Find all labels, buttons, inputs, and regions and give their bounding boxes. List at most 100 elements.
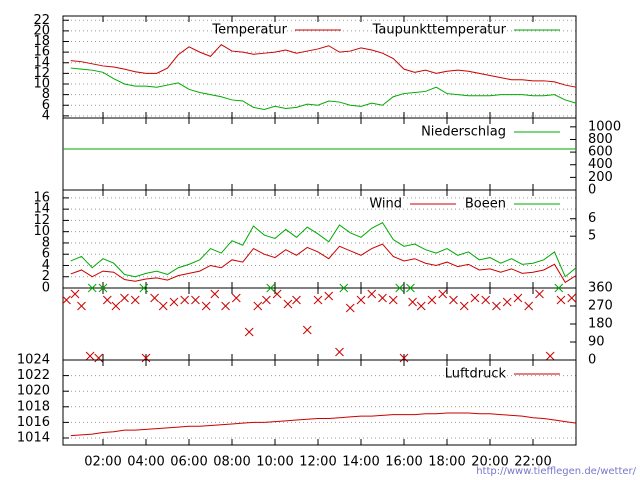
series-line (70, 222, 577, 278)
y-tick-label: 0 (42, 281, 50, 296)
scatter-marker (481, 295, 491, 305)
y-tick-label: 8 (42, 87, 50, 102)
x-tick-label: 20:00 (471, 455, 508, 470)
panel-frame (62, 359, 577, 446)
scatter-marker (399, 353, 409, 363)
scatter-marker (85, 351, 95, 361)
scatter-marker (395, 283, 405, 293)
y-tick-label: 4 (42, 108, 50, 123)
scatter-marker (141, 353, 151, 363)
x-tick-label: 14:00 (342, 455, 379, 470)
scatter-marker (283, 299, 293, 309)
scatter-marker (169, 297, 179, 307)
scatter-marker (459, 301, 469, 311)
scatter-marker (62, 295, 71, 305)
footer-url: http://www.tiefflegen.de/wetter/ (476, 466, 636, 477)
scatter-marker (378, 293, 387, 303)
y-tick-label: 6 (42, 98, 50, 113)
y-tick-label: 12 (33, 213, 50, 228)
scatter-marker (554, 283, 564, 293)
y-tick-label: 1022 (17, 368, 50, 383)
scatter-marker (335, 347, 344, 357)
series-line (70, 67, 577, 111)
y2-tick-label: 360 (588, 281, 613, 296)
y-tick-label: 2 (42, 269, 50, 284)
scatter-marker (221, 301, 230, 311)
y-tick-label: 8 (42, 235, 50, 250)
scatter-marker (470, 293, 480, 303)
scatter-marker (70, 289, 80, 299)
scatter-marker (324, 291, 334, 301)
scatter-marker (339, 283, 349, 293)
scatter-marker (244, 327, 254, 337)
scatter-marker (427, 295, 437, 305)
y-tick-label: 14 (33, 202, 50, 217)
y2-tick-label: 0 (588, 183, 596, 198)
scatter-marker (111, 301, 121, 311)
series-line (70, 243, 577, 284)
scatter-marker (87, 283, 97, 293)
scatter-marker (545, 351, 555, 361)
scatter-marker (408, 297, 417, 307)
scatter-marker (130, 295, 140, 305)
scatter-marker (210, 289, 220, 299)
y2-tick-label: 600 (588, 145, 613, 160)
scatter-marker (266, 283, 276, 293)
x-tick-label: 12:00 (299, 455, 336, 470)
scatter-marker (367, 289, 377, 299)
legend-label: Wind (369, 197, 402, 212)
x-tick-label: 02:00 (84, 455, 121, 470)
scatter-marker (150, 293, 159, 303)
scatter-marker (313, 295, 323, 305)
y2-tick-label: 5 (588, 229, 596, 244)
y2-tick-label: 800 (588, 132, 613, 147)
scatter-marker (388, 295, 398, 305)
legend-label: Taupunkttemperatur (372, 23, 507, 38)
x-tick-label: 08:00 (213, 455, 250, 470)
y-tick-label: 1018 (17, 399, 50, 414)
scatter-marker (120, 293, 129, 303)
scatter-marker (345, 303, 355, 313)
series-line (70, 412, 577, 437)
legend-label: Boeen (465, 197, 506, 212)
scatter-marker (492, 301, 501, 311)
scatter-marker (139, 283, 149, 293)
y-tick-label: 16 (33, 190, 50, 205)
y-tick-label: 1014 (17, 430, 50, 445)
x-tick-label: 04:00 (127, 455, 164, 470)
scatter-marker (253, 301, 263, 311)
y-tick-label: 1016 (17, 415, 50, 430)
scatter-marker (98, 283, 108, 293)
y-tick-label: 1024 (17, 353, 50, 368)
scatter-marker (535, 289, 544, 299)
y2-tick-label: 200 (588, 170, 613, 185)
x-tick-label: 06:00 (170, 455, 207, 470)
legend-label: Niederschlag (421, 125, 506, 140)
x-tick-label: 22:00 (514, 455, 551, 470)
y-tick-label: 12 (33, 66, 50, 81)
scatter-marker (180, 295, 190, 305)
legend-label: Luftdruck (445, 367, 507, 382)
scatter-marker (102, 295, 112, 305)
y-tick-label: 22 (33, 13, 50, 28)
scatter-marker (292, 295, 301, 305)
y2-tick-label: 270 (588, 299, 613, 314)
scatter-marker (567, 293, 577, 303)
y-tick-label: 1020 (17, 384, 50, 399)
scatter-marker (262, 295, 271, 305)
y-tick-label: 6 (42, 247, 50, 262)
y2-tick-label: 6 (588, 211, 596, 226)
y-tick-label: 16 (33, 45, 50, 60)
y2-tick-label: 1000 (588, 119, 621, 134)
x-tick-label: 18:00 (428, 455, 465, 470)
x-tick-label: 16:00 (385, 455, 422, 470)
y-tick-label: 14 (33, 55, 50, 70)
y-tick-label: 18 (33, 34, 50, 49)
scatter-marker (302, 325, 312, 335)
scatter-marker (556, 295, 566, 305)
scatter-marker (449, 295, 458, 305)
y-tick-label: 10 (33, 224, 50, 239)
scatter-marker (406, 283, 415, 293)
y2-tick-label: 0 (588, 353, 596, 368)
